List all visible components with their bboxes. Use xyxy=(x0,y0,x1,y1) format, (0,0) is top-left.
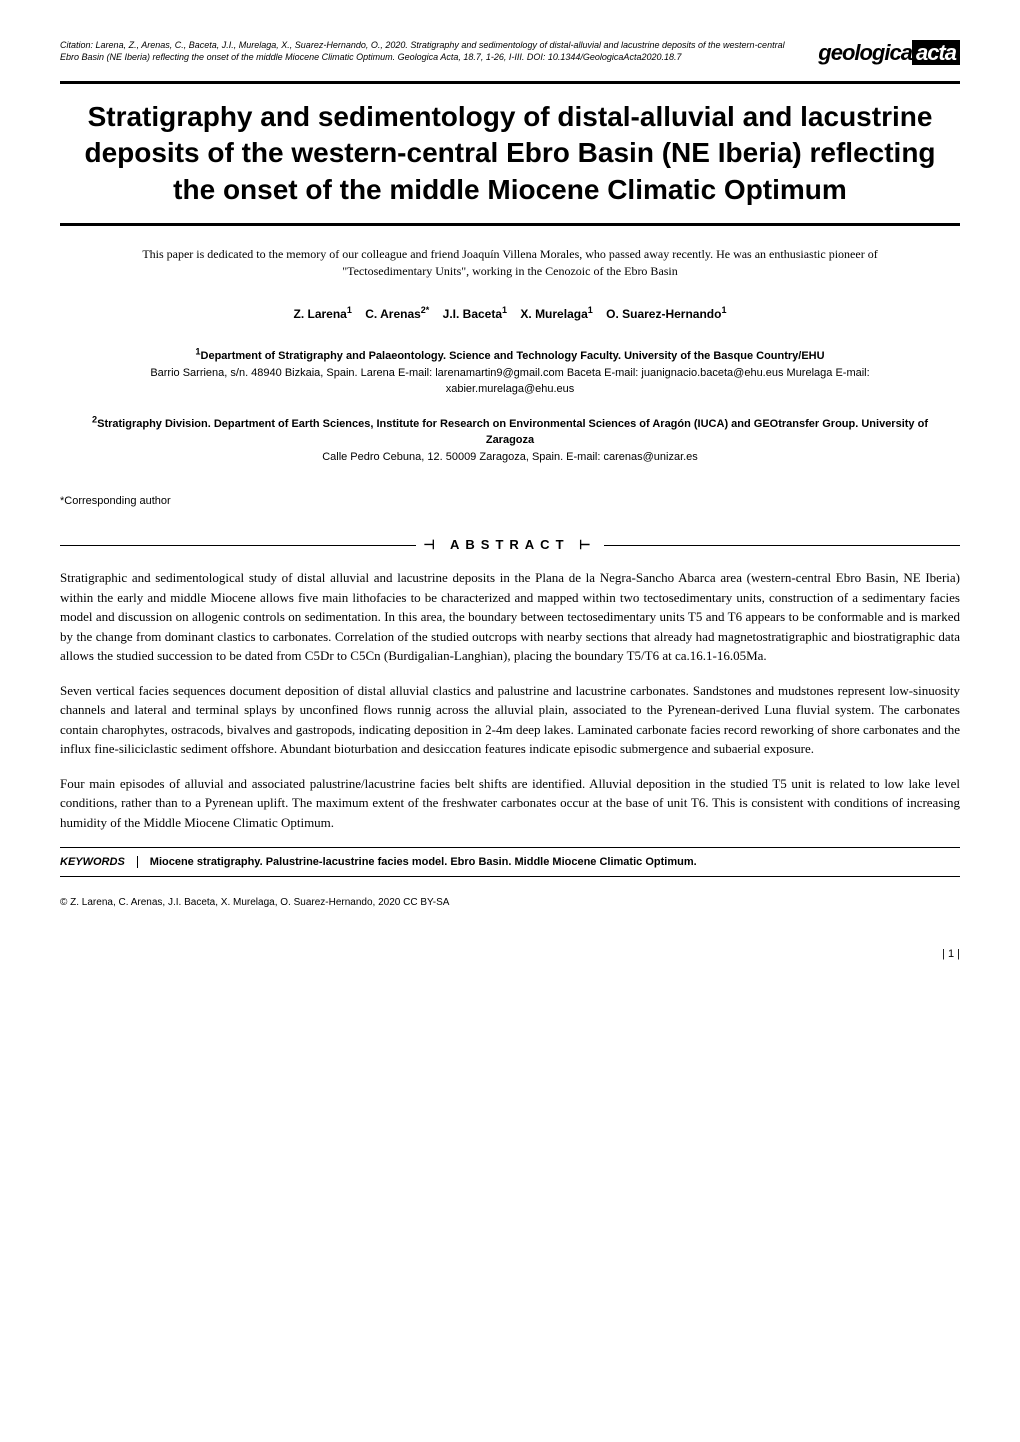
abstract-rule-right xyxy=(604,545,960,546)
affiliation-1-detail: Calle Pedro Cebuna, 12. 50009 Zaragoza, … xyxy=(322,451,698,463)
citation-text: Citation: Larena, Z., Arenas, C., Baceta… xyxy=(60,40,818,63)
abstract-rule-left xyxy=(60,545,416,546)
copyright: © Z. Larena, C. Arenas, J.I. Baceta, X. … xyxy=(60,897,960,908)
abstract-header: ⊣ ABSTRACT ⊢ xyxy=(60,537,960,553)
author-1: C. Arenas2* xyxy=(365,307,429,321)
abstract-label: ⊣ ABSTRACT ⊢ xyxy=(416,537,605,553)
abstract-p2: Seven vertical facies sequences document… xyxy=(60,681,960,759)
authors-list: Z. Larena1 C. Arenas2* J.I. Baceta1 X. M… xyxy=(60,305,960,321)
abstract-text: Stratigraphic and sedimentological study… xyxy=(60,568,960,832)
citation-body: Larena, Z., Arenas, C., Baceta, J.I., Mu… xyxy=(60,40,785,62)
author-4: O. Suarez-Hernando1 xyxy=(606,307,726,321)
paper-title: Stratigraphy and sedimentology of distal… xyxy=(60,99,960,208)
author-2: J.I. Baceta1 xyxy=(443,307,507,321)
citation-header: Citation: Larena, Z., Arenas, C., Baceta… xyxy=(60,40,960,66)
abstract-p1: Stratigraphic and sedimentological study… xyxy=(60,568,960,666)
author-3: X. Murelaga1 xyxy=(520,307,592,321)
title-section: Stratigraphy and sedimentology of distal… xyxy=(60,81,960,226)
affiliation-0-title: 1Department of Stratigraphy and Palaeont… xyxy=(195,350,824,362)
journal-name-part1: geologica xyxy=(818,40,912,65)
affiliation-0-detail: Barrio Sarriena, s/n. 48940 Bizkaia, Spa… xyxy=(150,367,869,396)
keywords-label: KEYWORDS xyxy=(60,856,138,868)
author-0: Z. Larena1 xyxy=(294,307,352,321)
abstract-p3: Four main episodes of alluvial and assoc… xyxy=(60,774,960,833)
page-number: | 1 | xyxy=(60,948,960,960)
journal-name-part2: acta xyxy=(912,40,960,65)
affiliation-0: 1Department of Stratigraphy and Palaeont… xyxy=(90,346,930,398)
keywords-text: Miocene stratigraphy. Palustrine-lacustr… xyxy=(150,856,697,868)
journal-logo: geologicaacta xyxy=(818,40,960,66)
affiliations: 1Department of Stratigraphy and Palaeont… xyxy=(90,346,930,465)
affiliation-1-title: 2Stratigraphy Division. Department of Ea… xyxy=(92,418,928,447)
citation-label: Citation: xyxy=(60,40,93,50)
dedication: This paper is dedicated to the memory of… xyxy=(100,246,920,280)
keywords-row: KEYWORDS Miocene stratigraphy. Palustrin… xyxy=(60,847,960,877)
corresponding-author: *Corresponding author xyxy=(60,495,960,507)
affiliation-1: 2Stratigraphy Division. Department of Ea… xyxy=(90,413,930,465)
